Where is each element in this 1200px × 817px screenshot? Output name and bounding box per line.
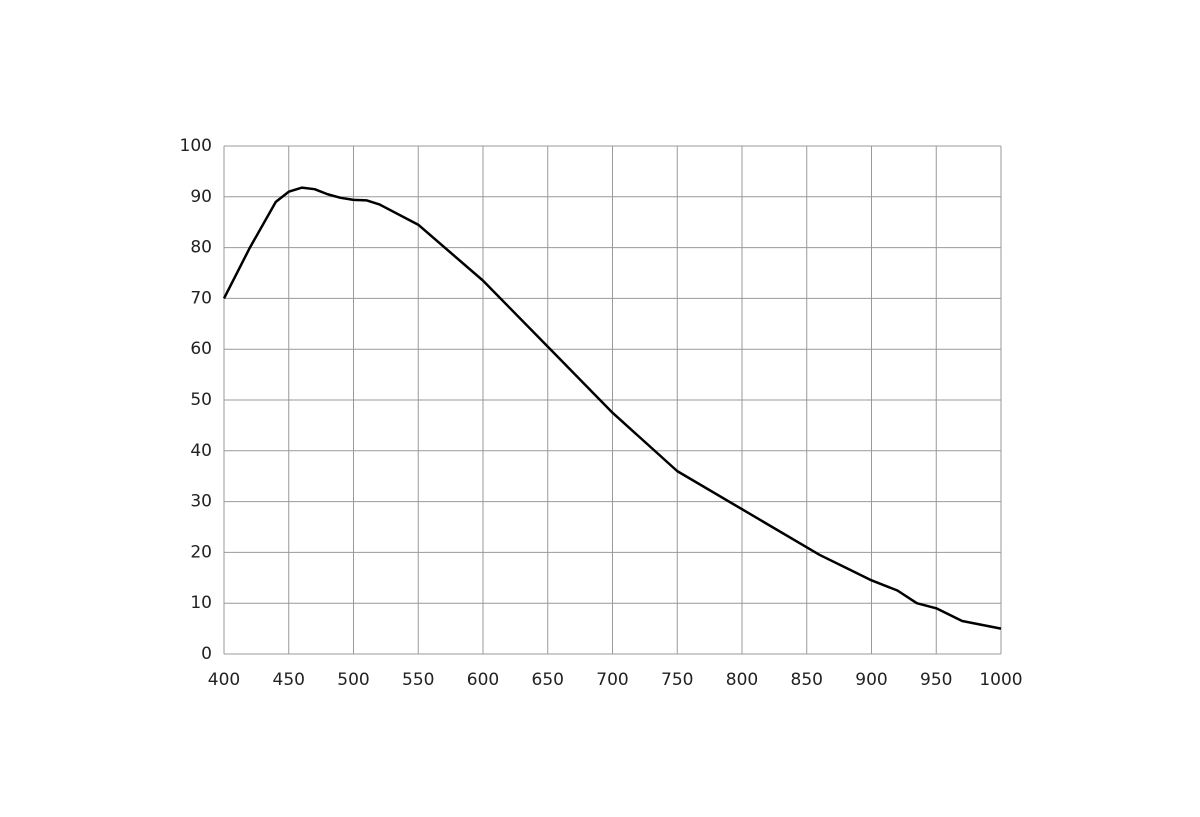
- y-tick-label: 60: [190, 339, 212, 359]
- data-line: [222, 186, 1002, 630]
- x-tick-label: 500: [337, 670, 369, 690]
- x-tick-label: 1000: [979, 670, 1022, 690]
- x-tick-label: 900: [855, 670, 887, 690]
- y-tick-label: 10: [190, 593, 212, 613]
- x-tick-label: 450: [273, 670, 305, 690]
- y-tick-label: 90: [190, 187, 212, 207]
- y-tick-label: 80: [190, 238, 212, 258]
- y-tick-label: 30: [190, 492, 212, 512]
- x-tick-label: 400: [208, 670, 240, 690]
- x-tick-label: 700: [596, 670, 628, 690]
- y-tick-label: 40: [190, 441, 212, 461]
- y-tick-label: 0: [201, 644, 212, 664]
- y-tick-label: 20: [190, 542, 212, 562]
- y-tick-label: 100: [180, 136, 212, 156]
- y-tick-label: 70: [190, 288, 212, 308]
- x-tick-label: 750: [661, 670, 693, 690]
- x-tick-label: 650: [532, 670, 564, 690]
- x-tick-label: 800: [726, 670, 758, 690]
- x-tick-label: 600: [467, 670, 499, 690]
- x-tick-label: 850: [791, 670, 823, 690]
- y-tick-label: 50: [190, 390, 212, 410]
- x-tick-label: 950: [920, 670, 952, 690]
- x-tick-label: 550: [402, 670, 434, 690]
